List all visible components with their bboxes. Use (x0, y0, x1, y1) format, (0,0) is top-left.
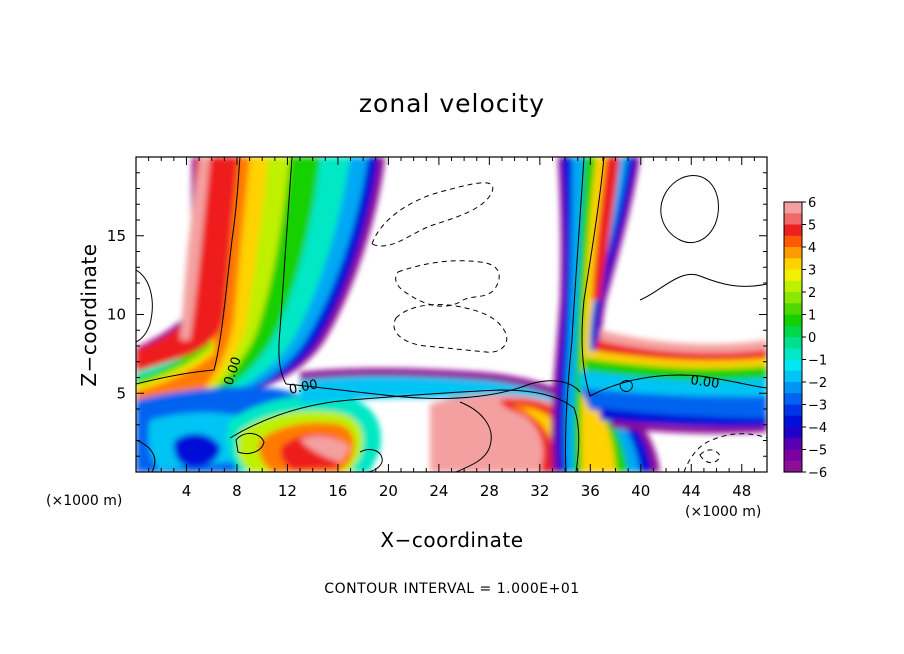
dashed-contour (393, 304, 508, 353)
colorbar-segment (784, 314, 802, 327)
contour-lines (136, 157, 767, 472)
x-tick-label: 16 (328, 482, 347, 500)
x-axis-ticks: 4 8 12 16 20 24 28 32 36 40 44 48 (148, 157, 755, 500)
colorbar-segment (784, 258, 802, 271)
colorbar-tick-label: −1 (808, 354, 827, 369)
zero-contour-right (581, 157, 767, 397)
colorbar-segment (784, 427, 802, 439)
x-tick-label: 8 (232, 482, 242, 500)
right-shelf (584, 358, 767, 382)
x-tick-label: 32 (530, 482, 549, 500)
x-scale-note-left: (×1000 m) (46, 493, 122, 509)
zero-contour-band-lower (285, 380, 581, 399)
colorbar-segment (784, 393, 802, 406)
central-band (300, 376, 574, 412)
zero-contour-left-plume (136, 157, 241, 385)
zero-contour-upper (278, 157, 293, 385)
lower-left-region (173, 433, 221, 467)
contour-upper-right-blob (660, 175, 719, 244)
colorbar-tick-label: −5 (808, 444, 827, 459)
colorbar-segment (784, 382, 802, 394)
colorbar-segment (784, 292, 802, 304)
zero-contour-right-loop (619, 380, 633, 392)
x-tick-label: 4 (182, 482, 192, 500)
colorbar-tick-label: −2 (808, 376, 827, 391)
colorbar-tick-label: 6 (808, 196, 816, 211)
colorbar-tick-labels: 6 5 4 3 2 1 0 −1 −2 −3 −4 −5 −6 (802, 196, 827, 481)
contour-bottom-center (359, 449, 383, 472)
dashed-contour (395, 260, 500, 307)
y-axis-label: Z−coordinate (77, 243, 101, 386)
contour-interval-text: CONTOUR INTERVAL = 1.000E+01 (324, 581, 579, 597)
x-tick-label: 28 (480, 482, 499, 500)
dashed-contour (371, 182, 494, 247)
colorbar-tick-label: 2 (808, 286, 816, 301)
zero-contour-band (229, 389, 580, 472)
colorbar-segment (784, 359, 802, 372)
colorbar-segment (784, 404, 802, 417)
x-tick-label: 36 (581, 482, 600, 500)
colorbar-segment (784, 224, 802, 237)
contour-right-wave (639, 273, 767, 301)
colorbar-tick-label: −6 (808, 466, 827, 481)
zero-contour-small-loop (235, 433, 265, 455)
colorbar-segment (784, 247, 802, 259)
y-tick-label: 5 (116, 384, 126, 402)
plume-left-layer (180, 157, 210, 340)
right-shelf (600, 408, 767, 427)
x-axis-label: X−coordinate (380, 528, 523, 552)
contour-lower-right (455, 401, 492, 472)
colorbar-segment (784, 235, 802, 248)
colorbar-segment (784, 325, 802, 338)
colorbar-tick-label: 1 (808, 309, 816, 324)
colorbar-tick-label: 5 (808, 219, 816, 234)
x-scale-note-right: (×1000 m) (685, 504, 761, 520)
contour-label: 0.00 (689, 373, 720, 392)
contour-lower-left (136, 439, 156, 472)
y-tick-label: 15 (107, 227, 126, 245)
colorbar-tick-label: 3 (808, 264, 816, 279)
plume-right-layer (592, 157, 620, 300)
x-tick-label: 24 (429, 482, 448, 500)
colorbar-segment (784, 269, 802, 282)
colorbar-segment (784, 460, 802, 473)
colorbar-tick-label: 4 (808, 241, 816, 256)
colorbar-segment (784, 303, 802, 316)
colorbar-segment (784, 438, 802, 451)
colorbar-segment (784, 370, 802, 383)
y-tick-label: 10 (107, 306, 126, 324)
x-tick-label: 48 (732, 482, 751, 500)
colorbar-tick-label: −3 (808, 399, 827, 414)
colorbar-tick-label: −4 (808, 421, 827, 436)
velocity-field (136, 157, 767, 472)
zero-contour-plume-core (564, 157, 585, 472)
y-axis-ticks: 5 10 15 (107, 172, 767, 457)
contour-labels: 0.00 0.00 0.00 (222, 355, 721, 398)
contour-left-edge (136, 269, 153, 343)
colorbar-segment (784, 415, 802, 428)
dashed-contours (371, 182, 767, 472)
colorbar (783, 201, 803, 473)
dashed-contour (683, 433, 767, 472)
colorbar-segment (784, 337, 802, 349)
dashed-contour (699, 449, 721, 464)
colorbar-tick-label: 0 (808, 331, 816, 346)
x-tick-label: 12 (278, 482, 297, 500)
colorbar-segment (784, 348, 802, 361)
x-tick-label: 40 (631, 482, 650, 500)
right-shelf (610, 420, 767, 434)
colorbar-segment (784, 449, 802, 462)
chart-title: zonal velocity (359, 89, 545, 118)
contour-label: 0.00 (288, 377, 319, 398)
colorbar-segment (784, 213, 802, 226)
colorbar-segment (784, 280, 802, 293)
x-tick-label: 44 (682, 482, 701, 500)
right-shelf (580, 370, 767, 397)
warm-core-left (300, 435, 350, 462)
plume-left-layer (136, 157, 238, 372)
colorbar-segment (784, 202, 802, 214)
x-tick-label: 20 (379, 482, 398, 500)
